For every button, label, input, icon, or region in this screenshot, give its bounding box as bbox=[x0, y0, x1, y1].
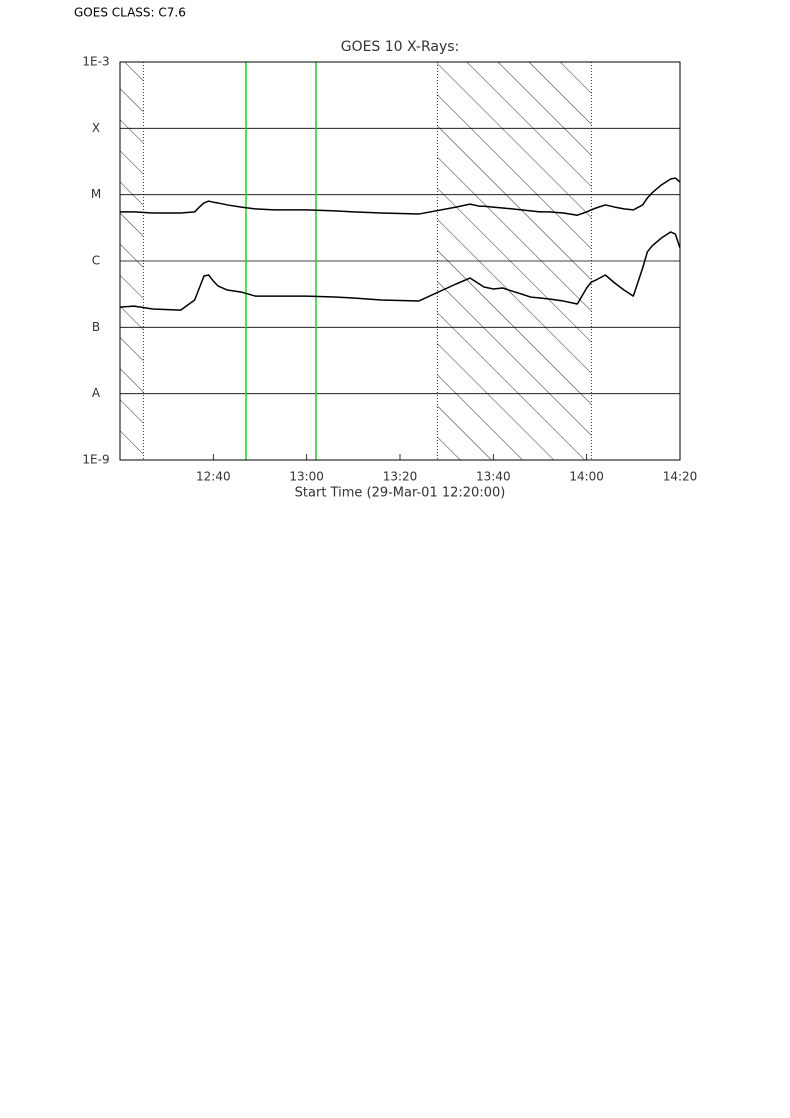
plot-frame bbox=[119, 61, 681, 461]
y-tick-label: M bbox=[91, 187, 101, 201]
series-line bbox=[120, 177, 681, 216]
x-tick-label: 13:00 bbox=[289, 470, 324, 484]
y-tick-label: X bbox=[92, 121, 100, 135]
x-tick-label: 13:40 bbox=[476, 470, 511, 484]
y-tick-label: 1E-3 bbox=[82, 55, 109, 69]
y-tick-label: B bbox=[92, 320, 100, 334]
chart-title: GOES 10 X-Rays: bbox=[341, 39, 460, 55]
x-axis-label: Start Time (29-Mar-01 12:20:00) bbox=[295, 486, 506, 501]
x-tick-label: 14:00 bbox=[569, 470, 604, 484]
goes-class: GOES CLASS: C7.6 bbox=[74, 6, 186, 20]
x-tick-label: 12:40 bbox=[196, 470, 231, 484]
y-tick-label: 1E-9 bbox=[82, 453, 109, 467]
x-tick-label: 14:20 bbox=[663, 470, 698, 484]
series-line bbox=[119, 231, 681, 311]
y-tick-label: A bbox=[92, 386, 101, 400]
y-tick-label: C bbox=[92, 254, 100, 268]
x-tick-label: 13:20 bbox=[383, 470, 418, 484]
